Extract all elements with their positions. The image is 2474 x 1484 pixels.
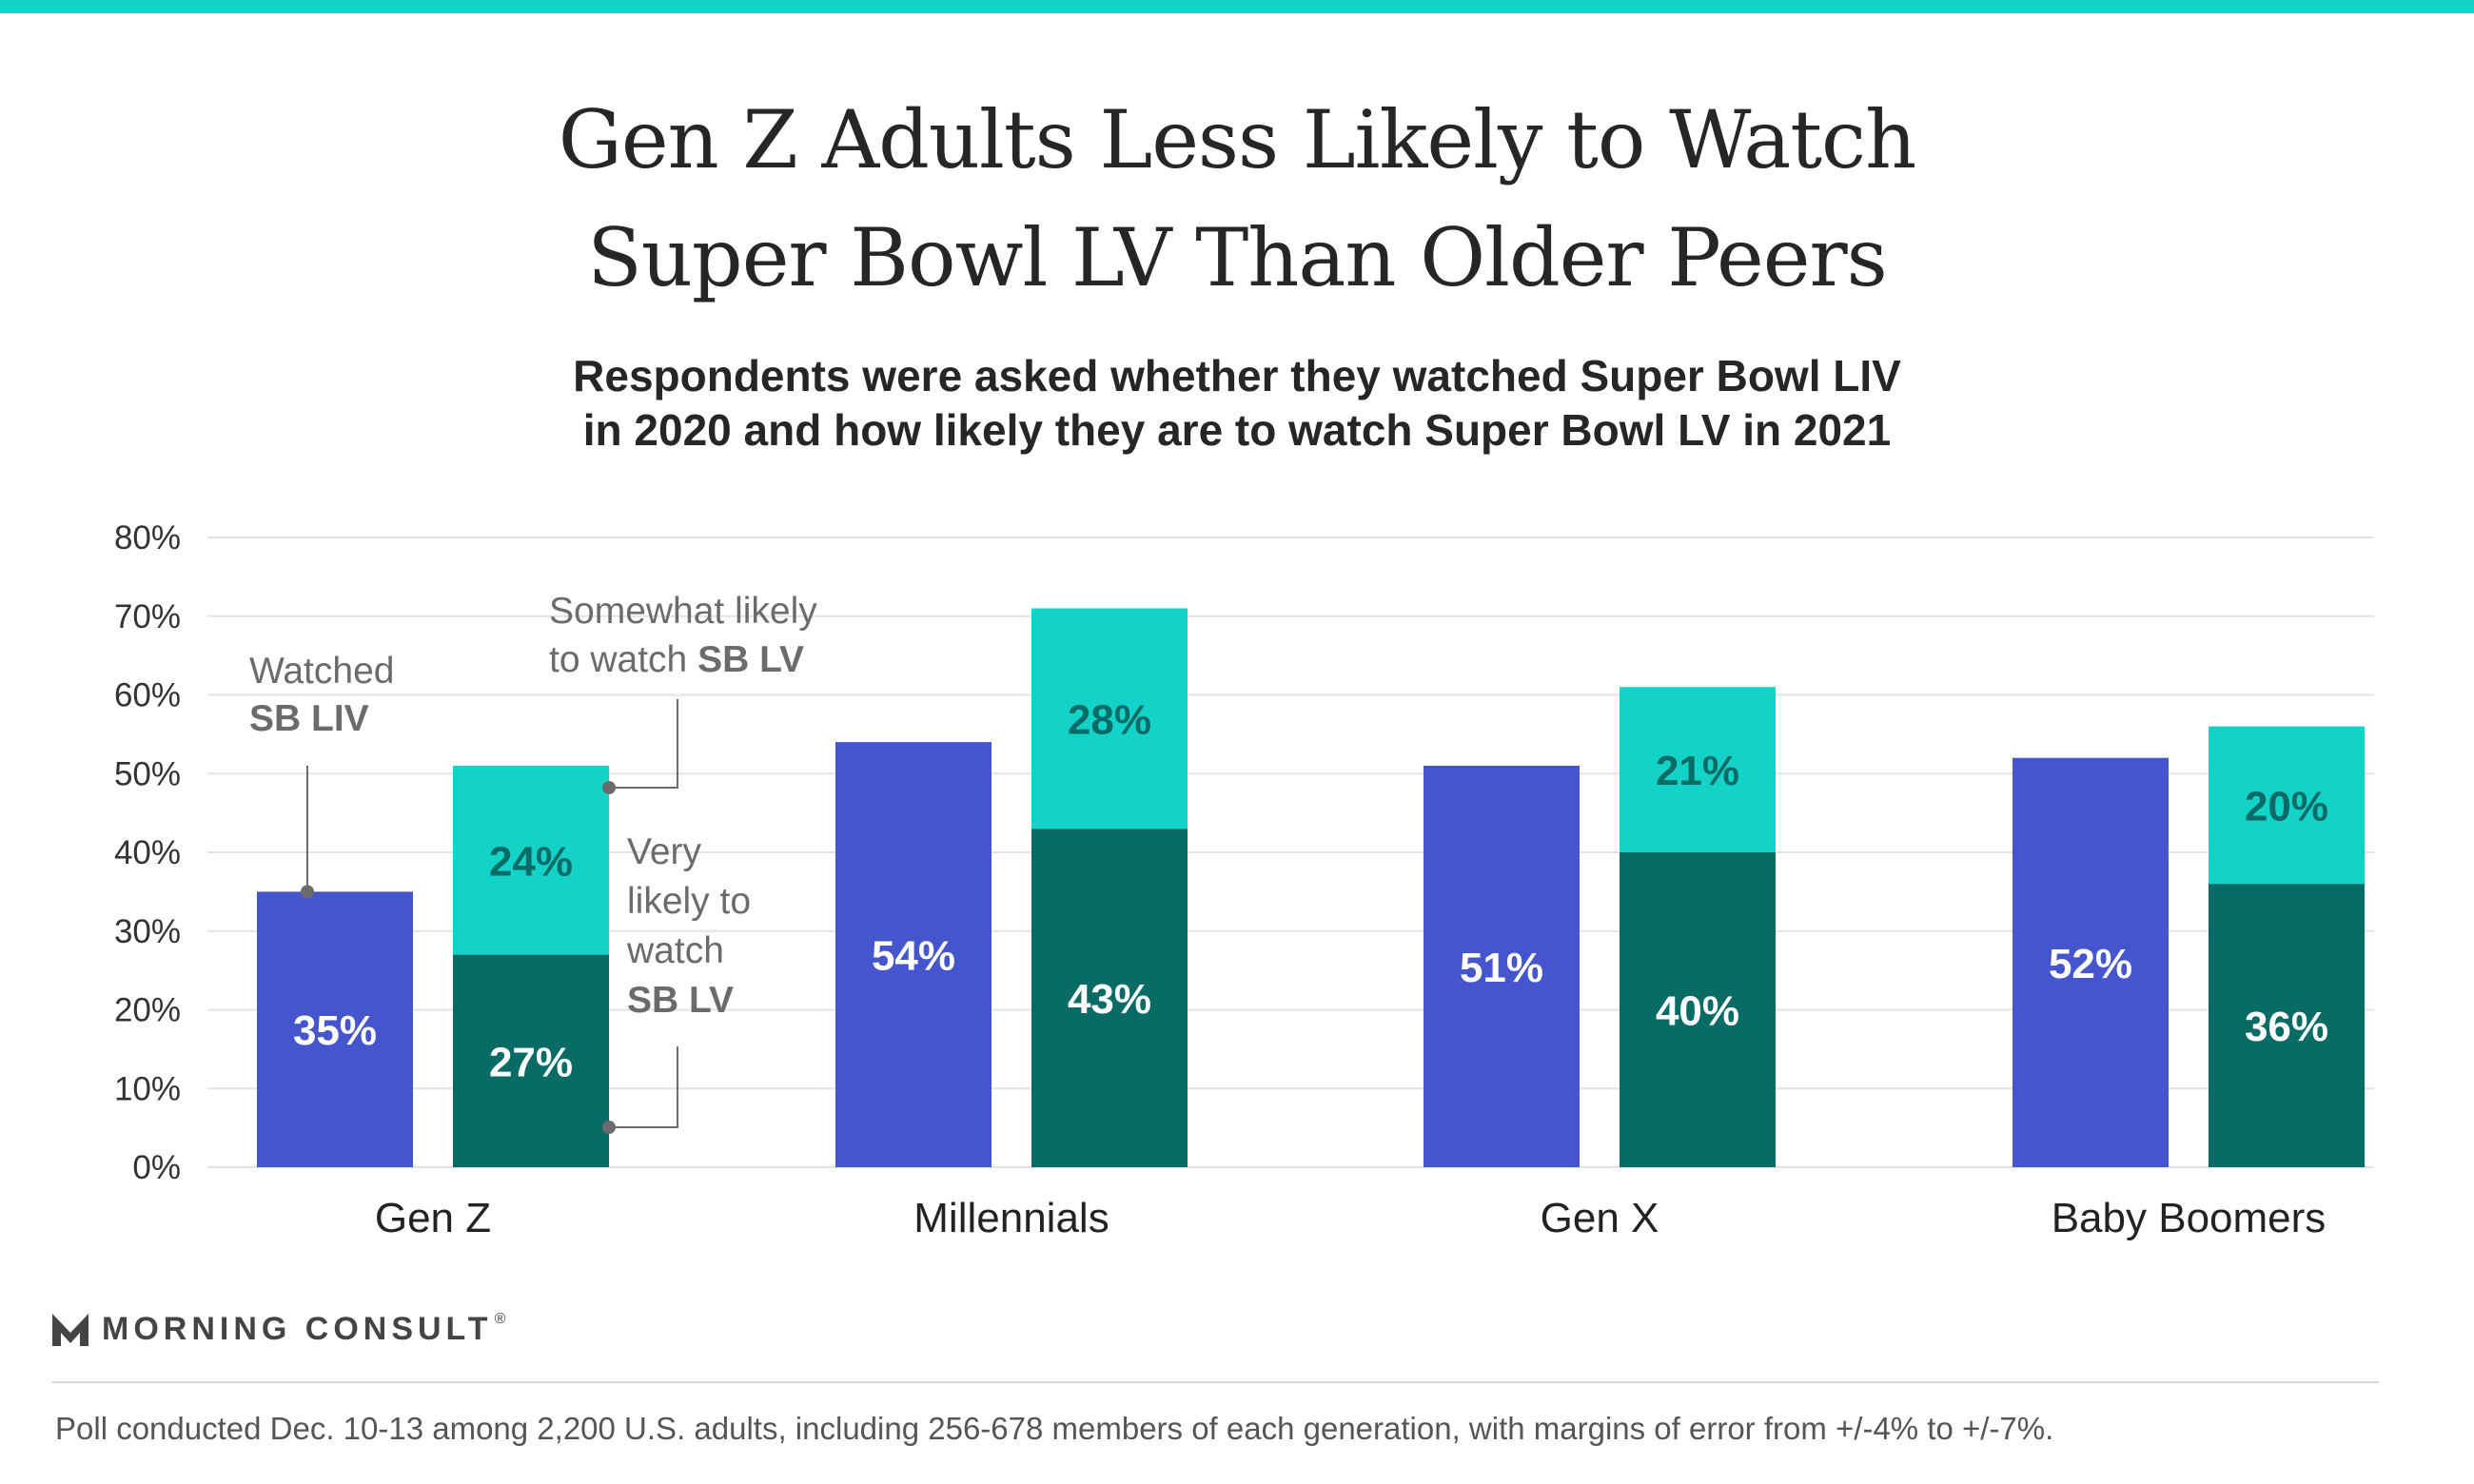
logo-text: MORNING CONSULT	[102, 1311, 493, 1347]
chart-title-line-2: Super Bowl LV Than Older Peers	[587, 211, 1887, 304]
chart-title-line-1: Gen Z Adults Less Likely to Watch	[558, 93, 1916, 186]
annotation-watched-dot	[301, 885, 314, 899]
y-tick-label: 40%	[114, 834, 181, 871]
y-tick-label: 0%	[132, 1149, 181, 1186]
x-category-label: Gen Z	[375, 1195, 491, 1241]
annotation-very-line-1: Very	[627, 831, 702, 872]
bar-somewhat-likely	[2209, 726, 2365, 885]
footnote: Poll conducted Dec. 10-13 among 2,200 U.…	[55, 1411, 2054, 1446]
annotation-very-leader	[609, 1046, 678, 1128]
y-tick-label: 70%	[114, 598, 181, 635]
y-tick-label: 20%	[114, 992, 181, 1029]
data-label-watched: 35%	[293, 1007, 377, 1054]
bar-chart: 0% 10% 20% 30% 40% 50% 60% 70% 80% 35% 27% 24% Gen Z…	[114, 519, 2374, 1241]
morning-consult-logo: MORNING CONSULT ®	[52, 1311, 505, 1348]
annotation-somewhat-line-1: Somewhat likely	[549, 591, 817, 632]
y-tick-label: 50%	[114, 755, 181, 792]
data-label-very-likely: 36%	[2245, 1004, 2328, 1050]
annotation-watched-line-1: Watched	[249, 651, 394, 692]
bar-somewhat-likely	[1031, 608, 1188, 830]
data-label-watched: 54%	[872, 933, 955, 980]
bar-very-likely	[453, 954, 609, 1167]
data-label-very-likely: 27%	[489, 1039, 573, 1085]
bar-very-likely	[2209, 884, 2365, 1167]
y-tick-label: 80%	[114, 519, 181, 556]
data-label-watched: 52%	[2049, 941, 2132, 987]
x-category-label: Millennials	[913, 1195, 1109, 1241]
data-label-somewhat-likely: 24%	[489, 838, 573, 885]
footer-divider	[52, 1381, 2379, 1383]
bar-somewhat-likely	[453, 765, 609, 955]
annotation-somewhat-leader	[609, 699, 678, 789]
bar-somewhat-likely	[1620, 687, 1776, 852]
annotation-very-line-2: likely to	[627, 881, 751, 922]
top-accent-bar	[0, 0, 2474, 13]
bar-watched-sb-liv	[1424, 765, 1580, 1167]
data-label-very-likely: 43%	[1068, 976, 1151, 1023]
y-tick-label: 10%	[114, 1070, 181, 1107]
annotation-somewhat-bold: SB LV	[697, 639, 804, 680]
bar-very-likely	[1031, 829, 1188, 1167]
logo-registered-mark: ®	[494, 1311, 506, 1327]
data-label-very-likely: 40%	[1656, 988, 1739, 1035]
annotation-very-dot	[602, 1121, 616, 1134]
annotation-somewhat-line-2: to watch SB LV	[549, 639, 804, 680]
bar-very-likely	[1620, 852, 1776, 1167]
x-category-label: Baby Boomers	[2052, 1195, 2327, 1241]
bar-watched-sb-liv	[2013, 757, 2169, 1167]
annotation-somewhat-text: to watch	[549, 639, 697, 680]
chart-subtitle-line-1: Respondents were asked whether they watc…	[573, 351, 1901, 400]
data-label-somewhat-likely: 21%	[1656, 748, 1739, 794]
data-label-somewhat-likely: 28%	[1068, 696, 1151, 743]
bar-watched-sb-liv	[835, 742, 992, 1167]
annotation-somewhat-dot	[602, 781, 616, 794]
data-label-watched: 51%	[1460, 945, 1543, 991]
morning-consult-m-icon	[52, 1313, 88, 1346]
annotation-very-line-4: SB LV	[627, 980, 734, 1021]
annotation-very-line-3: watch	[626, 930, 724, 971]
data-label-somewhat-likely: 20%	[2245, 783, 2328, 830]
y-tick-label: 60%	[114, 677, 181, 714]
x-category-label: Gen X	[1541, 1195, 1659, 1241]
annotation-watched-line-2: SB LIV	[249, 698, 369, 739]
bar-watched-sb-liv	[257, 891, 413, 1167]
chart-subtitle-line-2: in 2020 and how likely they are to watch…	[582, 405, 1892, 455]
y-tick-label: 30%	[114, 913, 181, 950]
